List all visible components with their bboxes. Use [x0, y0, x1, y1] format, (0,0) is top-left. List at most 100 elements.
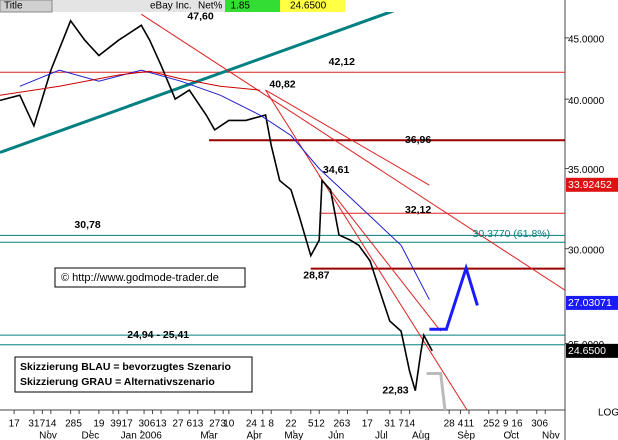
y-tick-label: 45.0000 — [568, 35, 605, 46]
trend-line — [140, 13, 565, 291]
trend-line — [265, 89, 468, 410]
header-title: Title — [4, 1, 23, 12]
x-tick-label: 4 — [458, 419, 464, 430]
price-tag — [566, 177, 618, 192]
header-title-box — [0, 0, 53, 13]
scale-label: LOG — [598, 408, 618, 419]
month-label: Aug — [412, 431, 430, 440]
x-tick-label: 19 — [93, 419, 105, 430]
y-tick-label: 40.0000 — [568, 96, 605, 107]
copyright: © http://www.godmode-trader.de — [61, 272, 219, 284]
month-label: Nov — [542, 431, 560, 440]
x-tick-label: 17 — [122, 419, 134, 430]
x-tick-label: 28 — [65, 419, 77, 430]
x-tick-label: 5 — [76, 419, 82, 430]
month-label: May — [284, 431, 303, 440]
x-tick-label: 11 — [464, 419, 475, 430]
x-tick-label: 28 — [444, 419, 456, 430]
x-tick-label: 7 — [40, 419, 46, 430]
x-tick-label: 8 — [268, 419, 274, 430]
annotation: 24,94 - 25,41 — [127, 329, 189, 341]
month-label: Jul — [375, 431, 388, 440]
x-tick-label: 16 — [511, 419, 523, 430]
x-tick-label: 6 — [150, 419, 156, 430]
x-tick-label: 30 — [531, 419, 543, 430]
x-tick-label: 25 — [483, 419, 495, 430]
x-tick-label: 6 — [542, 419, 548, 430]
x-tick-label: 3 — [345, 419, 351, 430]
x-tick-label: 24 — [246, 419, 258, 430]
price-line — [19, 69, 430, 300]
x-tick-label: 14 — [404, 419, 416, 430]
x-tick-label: 27 — [172, 419, 184, 430]
annotation: 30,78 — [74, 219, 100, 231]
x-tick-label: 9 — [116, 419, 122, 430]
header-last: 24.6500 — [290, 1, 327, 12]
annotation: 30.3770 (61.8%) — [473, 228, 551, 240]
x-tick-label: 13 — [192, 419, 204, 430]
trend-line — [318, 175, 442, 332]
x-tick-label: 2 — [494, 419, 500, 430]
notes-box — [14, 356, 253, 393]
x-tick-label: 3 — [220, 419, 226, 430]
annotation: 22,83 — [382, 385, 408, 397]
x-tick-label: 12 — [314, 419, 326, 430]
month-label: Mar — [200, 431, 218, 440]
price-tag — [566, 295, 618, 310]
price-tag-label: 27.03071 — [568, 297, 612, 309]
x-tick-label: 7 — [398, 419, 404, 430]
last-box — [280, 0, 345, 12]
x-tick-label: 26 — [333, 419, 345, 430]
month-label: Dec — [82, 431, 100, 440]
trend-line — [265, 89, 430, 186]
header-symbol: eBay Inc. — [150, 1, 192, 12]
x-tick-label: 14 — [45, 419, 57, 430]
scenario-path — [429, 263, 479, 331]
x-tick-label: 3 — [110, 419, 116, 430]
x-tick-label: 17 — [9, 419, 21, 430]
change-box — [225, 0, 280, 12]
month-label: Oct — [504, 431, 520, 440]
x-tick-label: 31 — [28, 419, 40, 430]
x-tick-label: 31 — [384, 419, 396, 430]
x-tick-label: 30 — [139, 419, 151, 430]
price-tag — [566, 343, 618, 358]
header-change: 1.85 — [231, 1, 251, 12]
x-tick-label: 10 — [223, 419, 235, 430]
y-tick-label: 30.0000 — [568, 245, 605, 256]
note: Skizzierung GRAU = Alternativszenario — [20, 376, 215, 388]
annotation: 47,60 — [187, 10, 213, 22]
x-tick-label: 5 — [308, 419, 314, 430]
month-label: Jan 2006 — [121, 431, 163, 440]
price-tag-label: 33.92452 — [568, 179, 612, 191]
y-tick-label: 35.0000 — [568, 165, 605, 176]
annotation: 36,96 — [405, 134, 431, 146]
annotation: 40,82 — [269, 78, 295, 90]
x-tick-label: 9 — [503, 419, 509, 430]
scenario-path — [426, 372, 447, 410]
plot-area — [0, 12, 565, 410]
header-change-label: Net% — [198, 1, 223, 12]
annotation: 34,61 — [323, 164, 349, 176]
price-line — [0, 70, 260, 96]
month-label: Sep — [457, 431, 475, 440]
x-tick-label: 1 — [260, 419, 266, 430]
copyright-box — [54, 267, 246, 288]
note: Skizzierung BLAU = bevorzugtes Szenario — [20, 361, 231, 373]
x-tick-label: 27 — [209, 419, 221, 430]
annotation: 42,12 — [329, 56, 355, 68]
price-tag-label: 24.6500 — [568, 345, 606, 357]
month-label: Jun — [328, 431, 344, 440]
price-line — [0, 19, 433, 391]
x-tick-label: 6 — [186, 419, 192, 430]
annotation: 32,12 — [405, 204, 431, 216]
x-tick-label: 17 — [362, 419, 374, 430]
annotation: 28,87 — [303, 269, 329, 281]
month-label: Apr — [246, 431, 262, 440]
x-tick-label: 22 — [285, 419, 297, 430]
x-tick-label: 13 — [155, 419, 167, 430]
month-label: Nov — [39, 431, 57, 440]
trend-line — [0, 12, 395, 154]
